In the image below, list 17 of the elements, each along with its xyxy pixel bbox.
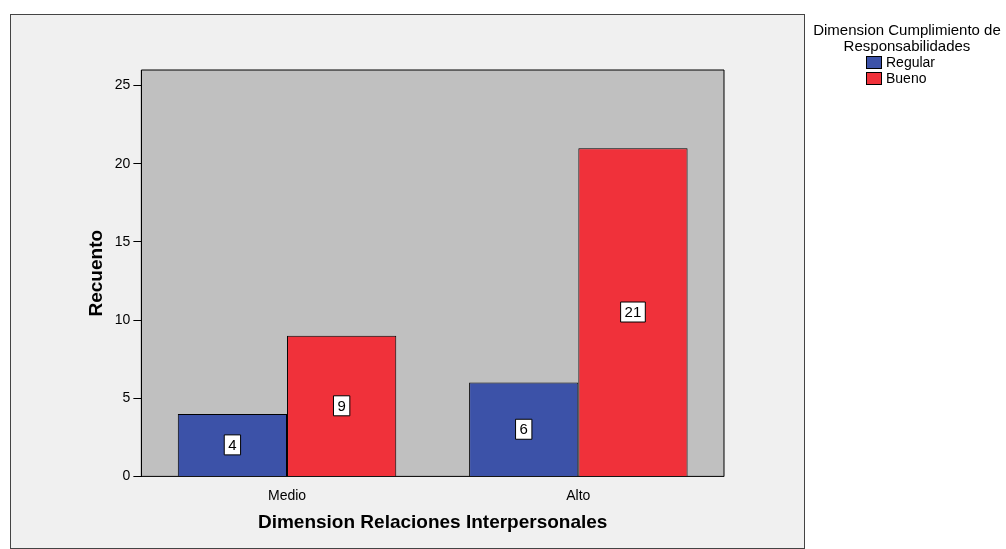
y-axis-title: Recuento bbox=[84, 229, 106, 317]
x-axis-title: Dimension Relaciones Interpersonales bbox=[257, 510, 608, 532]
y-tick-label: 0 bbox=[122, 467, 131, 484]
y-tick-label: 15 bbox=[114, 232, 131, 249]
data-label: 6 bbox=[519, 420, 528, 438]
legend-title: Dimension Cumplimiento de Responsabilidades bbox=[812, 21, 1002, 54]
y-tick-label: 20 bbox=[114, 154, 131, 171]
x-tick-label: Medio bbox=[267, 486, 307, 503]
data-label: 9 bbox=[337, 396, 346, 414]
data-label: 21 bbox=[624, 303, 642, 321]
legend-label: Bueno bbox=[886, 70, 927, 86]
x-tick-label: Alto bbox=[566, 486, 591, 503]
y-tick-label: 5 bbox=[122, 389, 131, 406]
data-label: 4 bbox=[228, 436, 237, 454]
y-tick-label: 10 bbox=[114, 310, 131, 327]
y-tick-label: 25 bbox=[114, 76, 131, 93]
legend-label: Regular bbox=[886, 54, 936, 70]
